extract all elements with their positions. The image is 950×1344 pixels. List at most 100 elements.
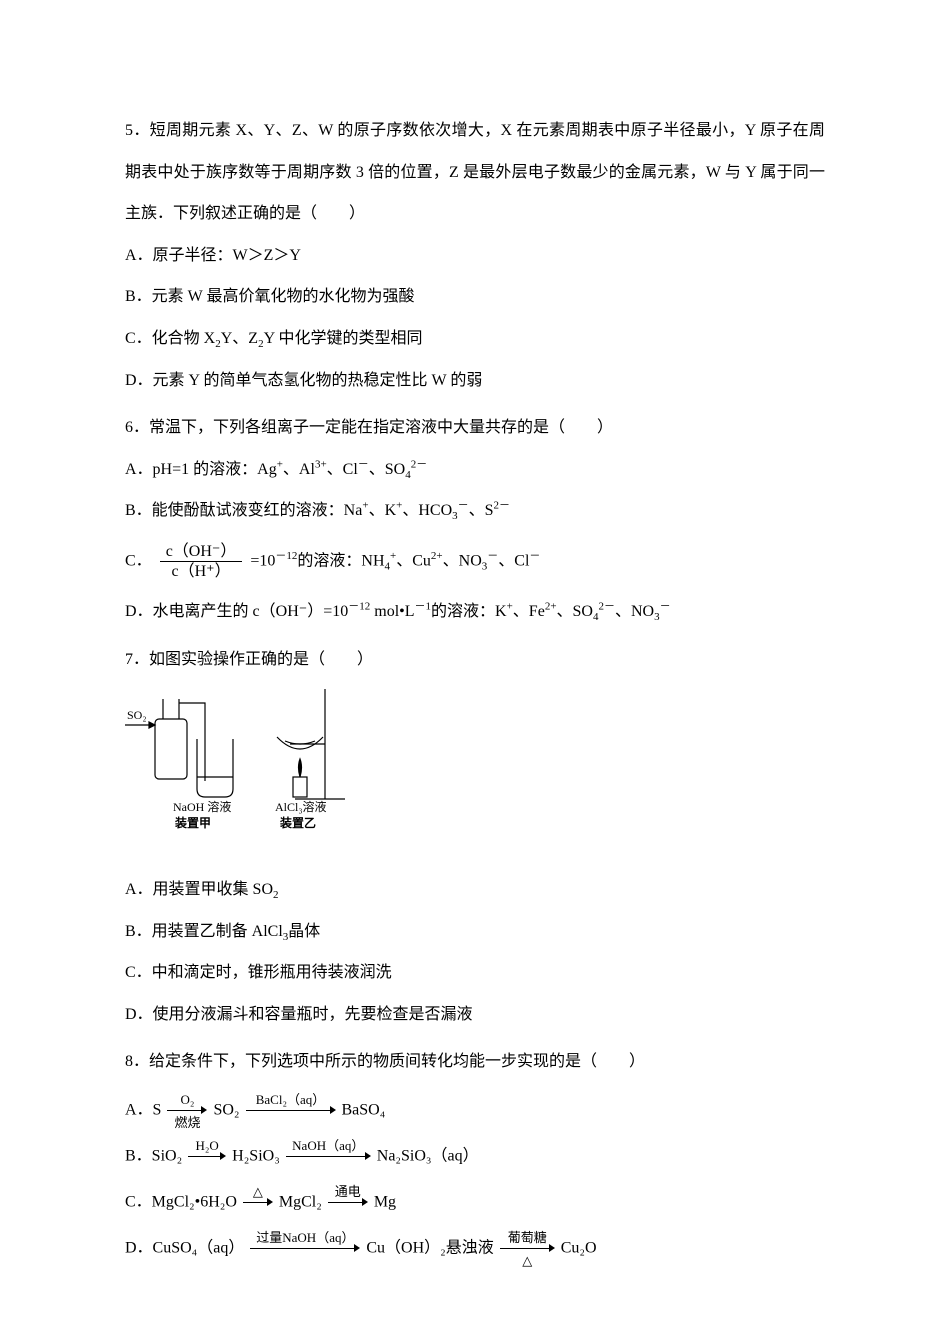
q6c-s1: 4 xyxy=(385,560,391,572)
q6b-s3: 3 xyxy=(452,511,458,523)
q8c-arrow1: △ xyxy=(243,1185,273,1221)
q5c-post: Y 中化学键的类型相同 xyxy=(264,330,423,347)
q8d-a2t: 葡萄糖 xyxy=(500,1231,555,1244)
q5-option-d: D．元素 Y 的简单气态氢化物的热稳定性比 W 的弱 xyxy=(125,360,825,402)
q8c-mid: MgCl₂ xyxy=(279,1194,322,1211)
q8b-s: B．SiO₂ xyxy=(125,1148,182,1165)
q8-option-a: A．S O₂ 燃烧 SO₂ BaCl₂（aq） BaSO₄ xyxy=(125,1093,825,1129)
q6a-m2: 、Cl xyxy=(327,461,358,478)
q8d-s: D．CuSO₄（aq） xyxy=(125,1240,244,1257)
q8d-end: Cu₂O xyxy=(561,1240,597,1257)
q7-option-c: C．中和滴定时，锥形瓶用待装液润洗 xyxy=(125,952,825,994)
q6b-m2: 、HCO xyxy=(402,502,452,519)
exam-page: 5．短周期元素 X、Y、Z、W 的原子序数依次增大，X 在元素周期表中原子半径最… xyxy=(0,0,950,1337)
q6c-exp: －12 xyxy=(275,550,297,562)
q7-option-d: D．使用分液漏斗和容量瓶时，先要检查是否漏液 xyxy=(125,994,825,1036)
q8d-mid: Cu（OH）₂悬浊液 xyxy=(366,1240,493,1257)
q6c-label: C． xyxy=(125,552,152,569)
q6c-fraction: c（OH⁻） c（H⁺） xyxy=(160,542,243,581)
q6-option-a: A．pH=1 的溶液：Ag+、Al3+、Cl－、SO42－ xyxy=(125,449,825,491)
q7-so2-label: SO₂ xyxy=(127,708,147,722)
q6d-e1: －12 xyxy=(348,601,370,613)
q8-option-b: B．SiO₂ H₂O H₂SiO₃ NaOH（aq） Na₂SiO₃（aq） xyxy=(125,1139,825,1175)
q8a-end: BaSO₄ xyxy=(342,1102,386,1119)
q8a-mid: SO₂ xyxy=(213,1102,239,1119)
question-6: 6．常温下，下列各组离子一定能在指定溶液中大量共存的是（ ） A．pH=1 的溶… xyxy=(125,407,825,633)
q6c-s4: 3 xyxy=(482,560,488,572)
q7-naoh-label: NaOH 溶液 xyxy=(173,799,231,814)
q5-option-c: C．化合物 X2Y、Z2Y 中化学键的类型相同 xyxy=(125,318,825,360)
q6b-m1: 、K xyxy=(369,502,397,519)
q5-option-a: A．原子半径：W＞Z＞Y xyxy=(125,235,825,277)
q8c-arrow2: 通电 xyxy=(328,1185,368,1221)
q6-stem: 6．常温下，下列各组离子一定能在指定溶液中大量共存的是（ ） xyxy=(125,407,825,449)
q6a-pre: A．pH=1 的溶液：Ag xyxy=(125,461,277,478)
q6a-m3: 、SO xyxy=(369,461,405,478)
q7-stem: 7．如图实验操作正确的是（ ） xyxy=(125,639,825,681)
q6c-s6: － xyxy=(529,550,540,562)
q6-option-c: C． c（OH⁻） c（H⁺） =10－12的溶液：NH4+、Cu2+、NO3－… xyxy=(125,542,825,581)
q8b-a1t: H₂O xyxy=(188,1139,226,1152)
q6d-m2: 、SO xyxy=(557,603,593,620)
q8b-arrow2: NaOH（aq） xyxy=(286,1139,371,1175)
q6-option-b: B．能使酚酞试液变红的溶液：Na+、K+、HCO3－、S2－ xyxy=(125,490,825,532)
q8c-s: C．MgCl₂•6H₂O xyxy=(125,1194,237,1211)
q6c-den: c（H⁺） xyxy=(160,562,243,581)
q7-option-a: A．用装置甲收集 SO2 xyxy=(125,869,825,911)
q6d-s2: 2+ xyxy=(545,601,557,613)
q6c-m1: 、Cu xyxy=(396,552,431,569)
q8a-a1b: 燃烧 xyxy=(167,1116,207,1129)
q7-deva-label: 装置甲 xyxy=(174,815,211,830)
q8d-arrow1: 过量NaOH（aq） xyxy=(250,1231,360,1267)
question-7: 7．如图实验操作正确的是（ ） xyxy=(125,639,825,1036)
q8d-arrow2: 葡萄糖 △ xyxy=(500,1231,555,1267)
q6c-m3: 、Cl xyxy=(498,552,529,569)
q6d-m1: 、Fe xyxy=(513,603,545,620)
q7a-pre: A．用装置甲收集 SO xyxy=(125,881,273,898)
q8c-a2t: 通电 xyxy=(328,1185,368,1198)
q6c-s5: － xyxy=(487,550,498,562)
q6c-num: c（OH⁻） xyxy=(160,542,243,562)
q6c-m2: 、NO xyxy=(443,552,482,569)
q6d-s6: － xyxy=(660,601,671,613)
q6c-s3: 2+ xyxy=(431,550,443,562)
question-5: 5．短周期元素 X、Y、Z、W 的原子序数依次增大，X 在元素周期表中原子半径最… xyxy=(125,110,825,401)
q8a-s: A．S xyxy=(125,1102,161,1119)
q8-stem: 8．给定条件下，下列选项中所示的物质间转化均能一步实现的是（ ） xyxy=(125,1041,825,1083)
q6c-after: 的溶液：NH xyxy=(297,552,384,569)
q8-option-c: C．MgCl₂•6H₂O △ MgCl₂ 通电 Mg xyxy=(125,1185,825,1221)
q6b-m3: 、S xyxy=(469,502,494,519)
q8b-end: Na₂SiO₃（aq） xyxy=(377,1148,479,1165)
q6b-s5: 2－ xyxy=(494,500,511,512)
q6-option-d: D．水电离产生的 c（OH⁻）=10－12 mol•L－1的溶液：K+、Fe2+… xyxy=(125,591,825,633)
q8b-arrow1: H₂O xyxy=(188,1139,226,1175)
q6d-s4: 2－ xyxy=(599,601,616,613)
q6d-s3: 4 xyxy=(593,612,599,624)
q6b-pre: B．能使酚酞试液变红的溶液：Na xyxy=(125,502,362,519)
q7-devb-label: 装置乙 xyxy=(279,815,316,830)
question-8: 8．给定条件下，下列选项中所示的物质间转化均能一步实现的是（ ） A．S O₂ … xyxy=(125,1041,825,1267)
q7-alcl3-label: AlCl₃溶液 xyxy=(275,799,327,814)
q8a-a1t: O₂ xyxy=(167,1093,207,1106)
q8c-a1t: △ xyxy=(243,1185,273,1198)
q5c-pre: C．化合物 X xyxy=(125,330,215,347)
q6a-s4: 4 xyxy=(405,469,411,481)
q8-option-d: D．CuSO₄（aq） 过量NaOH（aq） Cu（OH）₂悬浊液 葡萄糖 △ … xyxy=(125,1231,825,1267)
q7a-sub: 2 xyxy=(273,889,279,901)
q8d-a2b: △ xyxy=(500,1254,555,1267)
q6d-pre: D．水电离产生的 c（OH⁻）=10 xyxy=(125,603,348,620)
q7-diagram: SO₂ NaOH 溶液 装置甲 xyxy=(125,689,825,866)
q6a-s3: － xyxy=(358,458,369,470)
q8a-arrow2: BaCl₂（aq） xyxy=(246,1093,336,1129)
q6b-s4: － xyxy=(458,500,469,512)
q6a-s2: 3+ xyxy=(315,458,327,470)
q6c-eq: =10 xyxy=(250,552,275,569)
q5-option-b: B．元素 W 最高价氧化物的水化物为强酸 xyxy=(125,276,825,318)
q5c-mid1: Y、Z xyxy=(221,330,258,347)
q7b-pre: B．用装置乙制备 AlCl xyxy=(125,923,283,940)
q8b-a2t: NaOH（aq） xyxy=(286,1139,371,1152)
q8b-mid: H₂SiO₃ xyxy=(232,1148,280,1165)
q8d-a1t: 过量NaOH（aq） xyxy=(250,1231,360,1244)
q7b-post: 晶体 xyxy=(288,923,320,940)
q6a-s5: 2－ xyxy=(411,458,428,470)
